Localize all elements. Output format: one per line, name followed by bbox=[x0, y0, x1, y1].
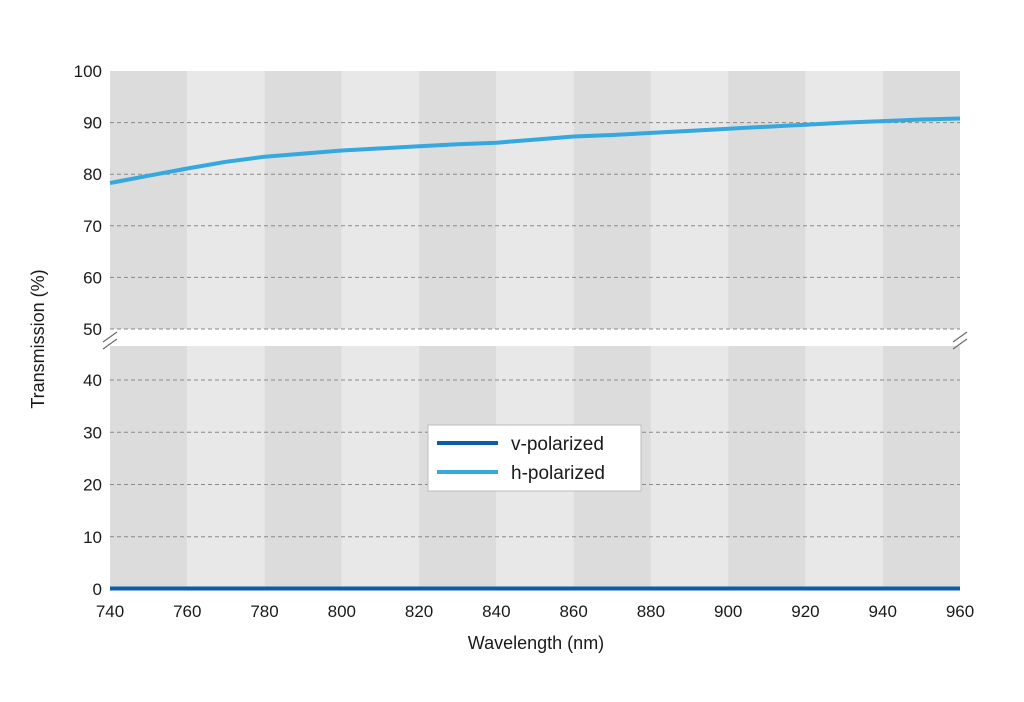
y-tick-label-50: 50 bbox=[83, 320, 102, 339]
y-tick-label-10: 10 bbox=[83, 528, 102, 547]
x-tick-label-800: 800 bbox=[328, 602, 356, 621]
series-line-h-polarized bbox=[109, 116, 961, 185]
y-tick-label-90: 90 bbox=[83, 114, 102, 133]
background-bands bbox=[110, 71, 960, 589]
y-tick-label-30: 30 bbox=[83, 423, 102, 442]
band-upper-780 bbox=[264, 71, 342, 329]
y-tick-label-70: 70 bbox=[83, 217, 102, 236]
band-lower-800 bbox=[341, 346, 420, 589]
x-tick-label-760: 760 bbox=[173, 602, 201, 621]
legend-label-v-polarized: v-polarized bbox=[511, 434, 604, 455]
axis-break-left-1 bbox=[102, 331, 118, 343]
band-upper-800 bbox=[341, 71, 420, 329]
band-upper-940 bbox=[882, 71, 960, 329]
x-tick-label-900: 900 bbox=[714, 602, 742, 621]
band-lower-780 bbox=[264, 346, 342, 589]
x-tick-label-780: 780 bbox=[250, 602, 278, 621]
series-lines bbox=[109, 116, 961, 591]
y-tick-labels: 0 10 20 30 40 50 60 70 80 90 100 bbox=[74, 62, 102, 599]
axis-break-left-2 bbox=[102, 338, 118, 350]
axis-break-right-2 bbox=[952, 338, 968, 350]
x-tick-label-920: 920 bbox=[791, 602, 819, 621]
x-axis-title: Wavelength (nm) bbox=[468, 633, 604, 653]
y-axis-title: Transmission (%) bbox=[28, 269, 48, 408]
axis-break-right-1 bbox=[952, 331, 968, 343]
axis-break-marks bbox=[102, 331, 968, 350]
y-tick-label-80: 80 bbox=[83, 165, 102, 184]
x-tick-label-960: 960 bbox=[946, 602, 974, 621]
band-lower-740 bbox=[110, 346, 188, 589]
x-tick-label-740: 740 bbox=[96, 602, 124, 621]
band-upper-880 bbox=[650, 71, 729, 329]
y-tick-label-100: 100 bbox=[74, 62, 102, 81]
legend: v-polarized h-polarized bbox=[427, 424, 642, 492]
y-tick-label-60: 60 bbox=[83, 268, 102, 287]
band-upper-920 bbox=[805, 71, 883, 329]
x-tick-labels: 740 760 780 800 820 840 860 880 900 920 940 960 bbox=[96, 602, 974, 621]
legend-box bbox=[427, 424, 642, 492]
band-upper-840 bbox=[496, 71, 574, 329]
legend-label-h-polarized: h-polarized bbox=[511, 463, 605, 484]
band-upper-860 bbox=[573, 71, 651, 329]
y-tick-label-20: 20 bbox=[83, 476, 102, 495]
band-lower-940 bbox=[882, 346, 960, 589]
y-tick-label-0: 0 bbox=[93, 580, 102, 599]
band-upper-760 bbox=[187, 71, 265, 329]
band-lower-920 bbox=[805, 346, 883, 589]
band-upper-740 bbox=[110, 71, 188, 329]
x-tick-label-820: 820 bbox=[405, 602, 433, 621]
x-tick-label-940: 940 bbox=[869, 602, 897, 621]
band-lower-900 bbox=[728, 346, 806, 589]
x-tick-label-860: 860 bbox=[559, 602, 587, 621]
band-upper-900 bbox=[728, 71, 806, 329]
band-lower-760 bbox=[187, 346, 265, 589]
band-upper-820 bbox=[419, 71, 497, 329]
band-lower-880 bbox=[650, 346, 729, 589]
x-tick-label-840: 840 bbox=[482, 602, 510, 621]
y-tick-label-40: 40 bbox=[83, 371, 102, 390]
x-tick-label-880: 880 bbox=[637, 602, 665, 621]
